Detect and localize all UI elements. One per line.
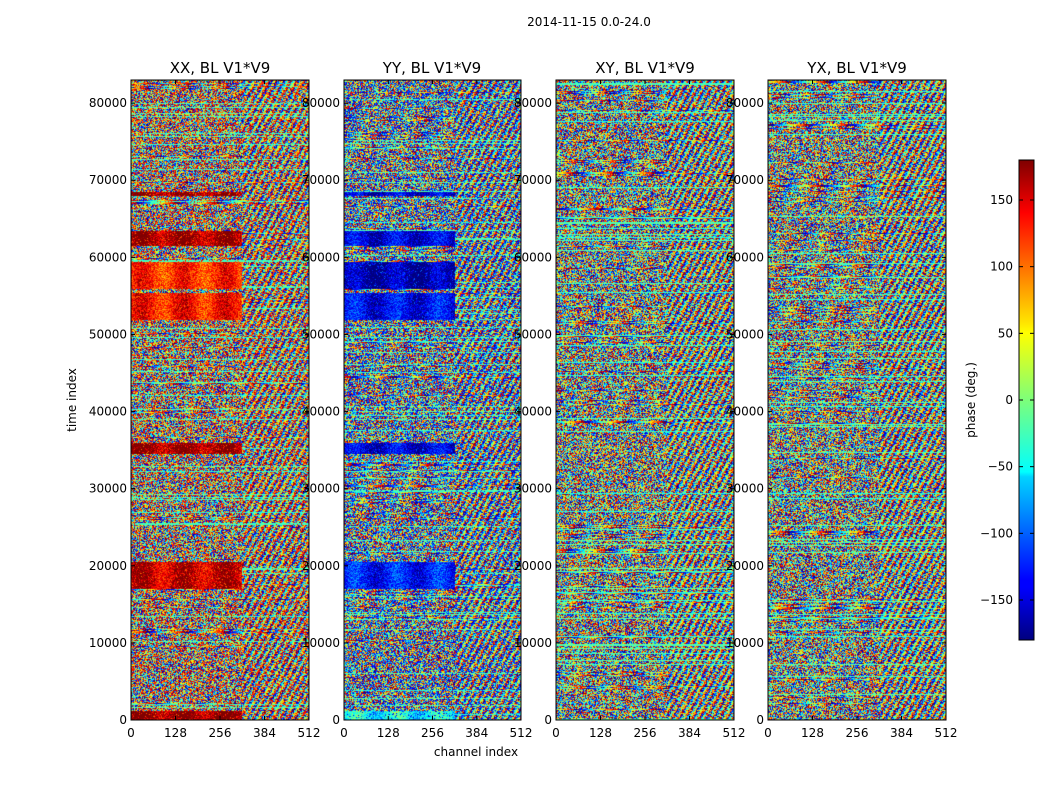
colorbar-tick-label: 0 <box>1005 393 1013 407</box>
colorbar-tick-label: −50 <box>988 460 1013 474</box>
y-tick-label: 70000 <box>514 173 552 187</box>
colorbar-tick-label: 100 <box>990 260 1013 274</box>
y-tick-label: 70000 <box>89 173 127 187</box>
y-tick-label: 50000 <box>726 327 764 341</box>
y-tick-label: 0 <box>544 713 552 727</box>
panel-title-xx: XX, BL V1*V9 <box>170 59 271 77</box>
y-tick-label: 40000 <box>89 405 127 419</box>
panel-title-xy: XY, BL V1*V9 <box>595 59 695 77</box>
x-tick-label: 256 <box>846 726 869 740</box>
y-tick-label: 30000 <box>302 482 340 496</box>
x-tick-label: 384 <box>678 726 701 740</box>
x-tick-label: 256 <box>209 726 232 740</box>
y-tick-label: 80000 <box>302 96 340 110</box>
x-tick-label: 512 <box>723 726 746 740</box>
y-tick-label: 10000 <box>514 636 552 650</box>
x-tick-label: 128 <box>801 726 824 740</box>
y-tick-label: 20000 <box>514 559 552 573</box>
y-tick-label: 0 <box>119 713 127 727</box>
y-tick-label: 50000 <box>89 327 127 341</box>
panel-title-yy: YY, BL V1*V9 <box>382 59 481 77</box>
x-tick-label: 0 <box>127 726 135 740</box>
panel-yy-heatmap <box>344 80 521 720</box>
y-tick-label: 60000 <box>726 250 764 264</box>
y-tick-label: 40000 <box>514 405 552 419</box>
colorbar-tick-label: −100 <box>980 526 1013 540</box>
x-tick-label: 384 <box>890 726 913 740</box>
y-tick-label: 60000 <box>89 250 127 264</box>
y-tick-label: 20000 <box>302 559 340 573</box>
x-tick-label: 128 <box>164 726 187 740</box>
panel-yx-heatmap <box>768 80 946 720</box>
x-tick-label: 256 <box>421 726 444 740</box>
colorbar-tick-label: 150 <box>990 193 1013 207</box>
x-tick-label: 256 <box>634 726 657 740</box>
y-tick-label: 10000 <box>726 636 764 650</box>
x-tick-label: 384 <box>465 726 488 740</box>
y-tick-label: 40000 <box>302 405 340 419</box>
panel-xy-heatmap <box>556 80 734 720</box>
figure-suptitle: 2014-11-15 0.0-24.0 <box>527 15 651 29</box>
y-tick-label: 0 <box>756 713 764 727</box>
y-tick-label: 30000 <box>726 482 764 496</box>
x-tick-label: 512 <box>510 726 533 740</box>
y-tick-label: 80000 <box>726 96 764 110</box>
y-tick-label: 50000 <box>514 327 552 341</box>
x-axis-label: channel index <box>434 745 518 759</box>
y-tick-label: 10000 <box>302 636 340 650</box>
colorbar-ticks: 150 100 50 0 −50 −100 −150 <box>980 193 1034 607</box>
y-tick-label: 10000 <box>89 636 127 650</box>
y-tick-label: 20000 <box>89 559 127 573</box>
x-tick-label: 0 <box>552 726 560 740</box>
colorbar-tick-label: −150 <box>980 593 1013 607</box>
y-tick-label: 80000 <box>514 96 552 110</box>
x-tick-label: 128 <box>589 726 612 740</box>
y-tick-label: 20000 <box>726 559 764 573</box>
y-tick-label: 30000 <box>514 482 552 496</box>
panel-title-yx: YX, BL V1*V9 <box>806 59 907 77</box>
y-tick-label: 30000 <box>89 482 127 496</box>
x-tick-label: 0 <box>764 726 772 740</box>
panel-xx-heatmap <box>131 80 309 720</box>
x-tick-label: 384 <box>253 726 276 740</box>
axis-ticks: 0 128 256 384 512 0 10000 20000 30000 40000 50000 6… <box>89 80 958 740</box>
x-tick-label: 512 <box>298 726 321 740</box>
y-axis-label: time index <box>65 368 79 432</box>
colorbar-tick-label: 50 <box>998 326 1013 340</box>
colorbar-label: phase (deg.) <box>964 362 978 438</box>
y-tick-label: 60000 <box>302 250 340 264</box>
x-tick-label: 512 <box>935 726 958 740</box>
y-tick-label: 70000 <box>302 173 340 187</box>
x-tick-label: 0 <box>340 726 348 740</box>
y-tick-label: 70000 <box>726 173 764 187</box>
y-tick-label: 80000 <box>89 96 127 110</box>
y-tick-label: 40000 <box>726 405 764 419</box>
x-tick-label: 128 <box>377 726 400 740</box>
y-tick-label: 60000 <box>514 250 552 264</box>
y-tick-label: 0 <box>332 713 340 727</box>
y-tick-label: 50000 <box>302 327 340 341</box>
